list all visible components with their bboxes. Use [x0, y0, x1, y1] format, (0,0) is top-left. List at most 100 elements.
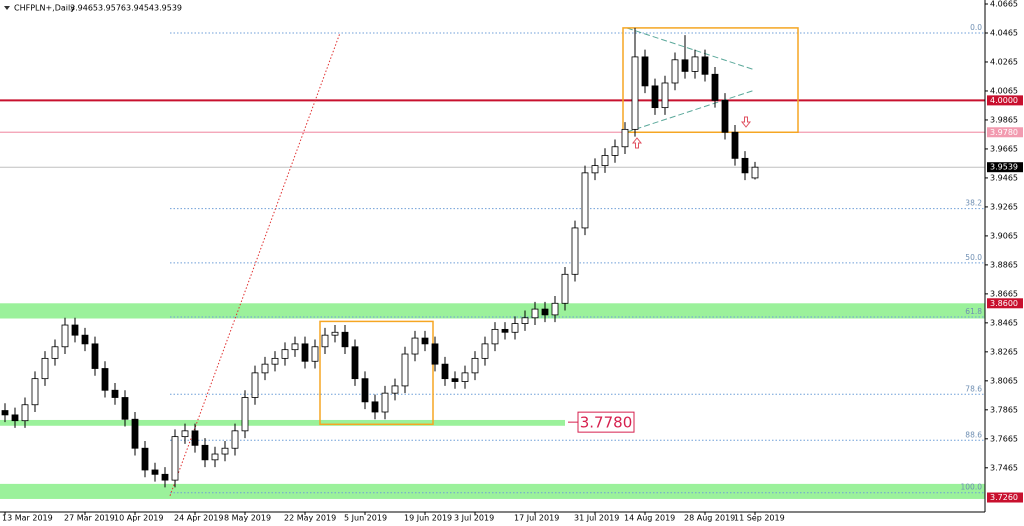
y-tick-label: 4.0465: [990, 28, 1018, 37]
x-tick-label: 5 Jun 2019: [344, 514, 387, 523]
y-tick-label: 3.9665: [990, 144, 1018, 153]
candle-body: [521, 317, 529, 324]
y-tick-label: 3.9265: [990, 202, 1018, 211]
candle-body: [241, 397, 249, 432]
candle-body: [651, 85, 659, 109]
candle-body: [291, 343, 299, 351]
y-tick-label: 3.8865: [990, 260, 1018, 269]
x-tick-label: 24 Apr 2019: [174, 514, 223, 523]
candle-body: [1, 410, 9, 416]
candle-body: [181, 430, 189, 438]
candle-body: [91, 343, 99, 369]
candle-body: [81, 334, 89, 345]
support-zone: [0, 303, 985, 319]
candle-body: [31, 378, 39, 406]
high-value: 3.9576: [98, 4, 126, 13]
up-arrow: [631, 137, 643, 149]
last-price-tag: [987, 162, 1023, 173]
pattern-box: [622, 27, 799, 134]
candle-body: [311, 346, 319, 362]
fib-label: 38.2: [965, 199, 982, 208]
zone-label: 3.7780: [580, 414, 633, 432]
candle-body: [731, 131, 739, 159]
candle-body: [191, 430, 199, 446]
y-tick-label: 3.8265: [990, 347, 1018, 356]
candle-body: [101, 368, 109, 391]
y-tick-label: 3.9465: [990, 173, 1018, 182]
candle-body: [681, 59, 689, 72]
candle-body: [541, 308, 549, 316]
y-tick-label: 3.9065: [990, 231, 1018, 240]
level-tag: [987, 95, 1023, 106]
level-tag-label: 3.7260: [990, 493, 1018, 502]
symbol: CHFPLN+,Daily: [14, 4, 75, 13]
trend-line: [169, 32, 341, 496]
candle-body: [721, 99, 729, 133]
x-tick-label: 28 Aug 2019: [684, 514, 735, 523]
y-tick-label: 3.7665: [990, 434, 1018, 443]
candle-body: [421, 337, 429, 345]
candle-body: [551, 302, 559, 316]
candle-body: [141, 447, 149, 471]
y-tick-label: 4.0065: [990, 86, 1018, 95]
open-value: 3.9465: [70, 4, 98, 13]
candle-body: [111, 389, 119, 398]
candle-body: [41, 357, 49, 380]
candle-body: [591, 165, 599, 174]
fib-label: 0.0: [970, 23, 982, 32]
y-tick-label: 3.7465: [990, 463, 1018, 472]
candle-body: [151, 469, 159, 475]
candle-body: [121, 397, 129, 420]
x-tick-label: 22 May 2019: [284, 514, 336, 523]
last-price-label: 3.9539: [990, 163, 1018, 172]
y-tick-label: 3.8665: [990, 289, 1018, 298]
candle-body: [531, 308, 539, 319]
candle-body: [371, 401, 379, 413]
x-tick-label: 27 Mar 2019: [64, 514, 115, 523]
candle-body: [21, 404, 29, 422]
candle-body: [221, 447, 229, 455]
y-tick-label: 3.8065: [990, 376, 1018, 385]
pattern-box: [319, 320, 434, 426]
support-zone: [0, 483, 985, 499]
support-zone: [0, 419, 565, 426]
candle-body: [361, 378, 369, 403]
fib-label: 50.0: [965, 253, 982, 262]
candle-body: [711, 73, 719, 101]
candle-body: [661, 82, 669, 109]
down-arrow: [740, 116, 752, 128]
candle-body: [71, 324, 79, 336]
fib-label: 61.8: [965, 307, 982, 316]
candle-body: [161, 473, 169, 481]
zone-label-box: [577, 411, 635, 433]
fib-label: 78.6: [965, 384, 982, 393]
y-tick-label: 3.7865: [990, 405, 1018, 414]
candle-body: [631, 56, 639, 130]
candle-body: [251, 372, 259, 398]
candle-body: [581, 172, 589, 229]
level-tag-label: 3.9780: [990, 128, 1018, 137]
candle-body: [671, 59, 679, 84]
candle-body: [381, 392, 389, 413]
x-tick-label: 11 Sep 2019: [734, 514, 785, 523]
x-tick-label: 31 Jul 2019: [574, 514, 619, 523]
candle-body: [411, 337, 419, 355]
candle-body: [401, 353, 409, 387]
candle-body: [501, 328, 509, 333]
candle-body: [61, 324, 69, 348]
candle-body: [231, 430, 239, 449]
candle-body: [611, 146, 619, 156]
x-tick-label: 8 May 2019: [224, 514, 271, 523]
fib-label: 100.0: [961, 483, 983, 492]
candle-body: [11, 414, 19, 422]
y-tick-label: 3.9865: [990, 115, 1018, 124]
menu-arrow[interactable]: [4, 6, 10, 10]
y-tick-label: 4.0665: [990, 0, 1018, 9]
candle-body: [471, 357, 479, 374]
x-tick-label: 13 Mar 2019: [2, 514, 53, 523]
candle-body: [271, 357, 279, 365]
candle-body: [511, 323, 519, 333]
candle-body: [571, 227, 579, 275]
level-tag-label: 3.8600: [990, 299, 1018, 308]
